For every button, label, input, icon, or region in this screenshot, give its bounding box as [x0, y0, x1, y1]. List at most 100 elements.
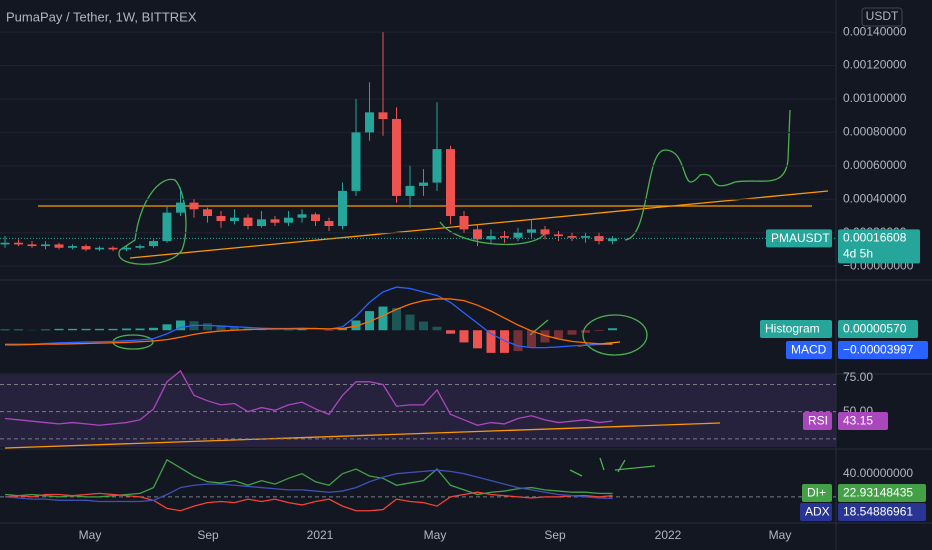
- y-tick-label: 0.00140000: [843, 24, 907, 38]
- badge-label: 18.54886961: [843, 505, 913, 519]
- histogram-bar: [41, 329, 50, 331]
- candle-body: [473, 229, 482, 240]
- candle-body: [594, 236, 604, 242]
- countdown-label: 4d 5h: [843, 247, 873, 261]
- candle-body: [567, 236, 577, 238]
- candle-body: [176, 202, 185, 213]
- candle-body: [27, 244, 37, 247]
- candle-body: [351, 132, 361, 191]
- badge: [838, 411, 888, 430]
- candle-body: [14, 242, 23, 245]
- histogram-bar: [95, 328, 104, 331]
- y-tick-label: 75.00: [843, 370, 873, 384]
- histogram-bar: [419, 321, 428, 331]
- badge-label: ADX: [805, 505, 830, 519]
- histogram-bar: [81, 328, 91, 331]
- badge: [838, 320, 918, 338]
- hand-marks: [529, 319, 656, 477]
- x-tick-label: May: [424, 528, 447, 542]
- histogram-bar: [216, 325, 226, 331]
- histogram-bar: [500, 330, 509, 353]
- histogram-bar: [486, 330, 496, 353]
- x-tick-label: May: [79, 528, 102, 542]
- candle-body: [81, 246, 91, 250]
- histogram-bar: [0, 329, 10, 331]
- y-tick-label: 0.00080000: [843, 125, 907, 139]
- badge-label: DI+: [807, 486, 826, 500]
- hand-curve: [439, 221, 546, 246]
- histogram-bar: [594, 330, 604, 331]
- candle-body: [527, 229, 536, 233]
- histogram-bar: [135, 328, 145, 331]
- chart-title: PumaPay / Tether, 1W, BITTREX: [6, 9, 197, 24]
- histogram-bar: [68, 328, 77, 331]
- indicator-line: [4, 369, 613, 426]
- histogram-bar: [149, 327, 158, 331]
- candle-body: [257, 219, 266, 227]
- candle-body: [108, 247, 118, 250]
- histogram-bar: [203, 323, 212, 331]
- histogram-bar: [230, 326, 239, 331]
- indicator-line: [4, 458, 613, 498]
- badge-label: −0.00003997: [843, 343, 914, 357]
- currency-label: USDT: [866, 9, 899, 23]
- candle-body: [540, 229, 550, 235]
- badge-label: 0.00000570: [843, 322, 907, 336]
- candle-body: [284, 217, 293, 223]
- candle-body: [446, 149, 455, 216]
- candle-body: [554, 234, 563, 237]
- candle-body: [392, 119, 401, 196]
- badge-label: PMAUSDT: [771, 231, 830, 245]
- histogram-bar: [473, 330, 482, 349]
- histogram-bar: [365, 311, 374, 331]
- histogram-bar: [338, 328, 347, 331]
- badge: [800, 503, 832, 521]
- candle-body: [122, 247, 131, 250]
- histogram-bar: [176, 320, 185, 331]
- candle-body: [149, 241, 158, 247]
- x-tick-label: Sep: [197, 528, 219, 542]
- hand-ellipse: [582, 314, 648, 356]
- y-tick-label: 0.00040000: [843, 191, 907, 205]
- hand-projection: [624, 109, 791, 241]
- badge: [766, 229, 832, 248]
- candle-body: [270, 219, 280, 223]
- badge: [838, 484, 926, 502]
- histogram-bar: [527, 330, 536, 347]
- indicator-line: [4, 469, 613, 503]
- candle-body: [365, 112, 374, 133]
- histogram-bar: [405, 314, 415, 331]
- candle-body: [230, 217, 239, 222]
- badge-label: 22.93148435: [843, 486, 913, 500]
- badge: [838, 503, 926, 521]
- histogram-bar: [581, 330, 590, 333]
- rsi-trendline: [4, 422, 721, 449]
- histogram-bar: [297, 329, 307, 331]
- candle-body: [68, 246, 77, 248]
- candle-body: [216, 215, 226, 222]
- histogram-bar: [122, 328, 131, 331]
- x-tick-label: May: [769, 528, 792, 542]
- x-tick-label: Sep: [544, 528, 566, 542]
- histogram-bar: [567, 330, 577, 335]
- histogram-bar: [351, 320, 361, 331]
- candle-body: [0, 242, 10, 245]
- candle-body: [486, 236, 496, 240]
- badge-label: RSI: [808, 414, 828, 428]
- badge-label: Histogram: [765, 322, 820, 336]
- candle-body: [135, 246, 145, 248]
- candle-body: [513, 232, 523, 238]
- histogram-bar: [554, 330, 563, 339]
- badge-label: MACD: [791, 343, 827, 357]
- y-tick-label: 0.00120000: [843, 58, 907, 72]
- histogram-bar: [513, 330, 523, 352]
- histogram-bar: [608, 328, 617, 331]
- candle-body: [311, 214, 320, 222]
- y-tick-label: 40.00000000: [843, 466, 913, 480]
- candle-body: [243, 217, 253, 227]
- badge: [803, 411, 832, 430]
- histogram-bar: [162, 324, 172, 331]
- candle-body: [459, 215, 469, 230]
- histogram-bar: [378, 306, 388, 331]
